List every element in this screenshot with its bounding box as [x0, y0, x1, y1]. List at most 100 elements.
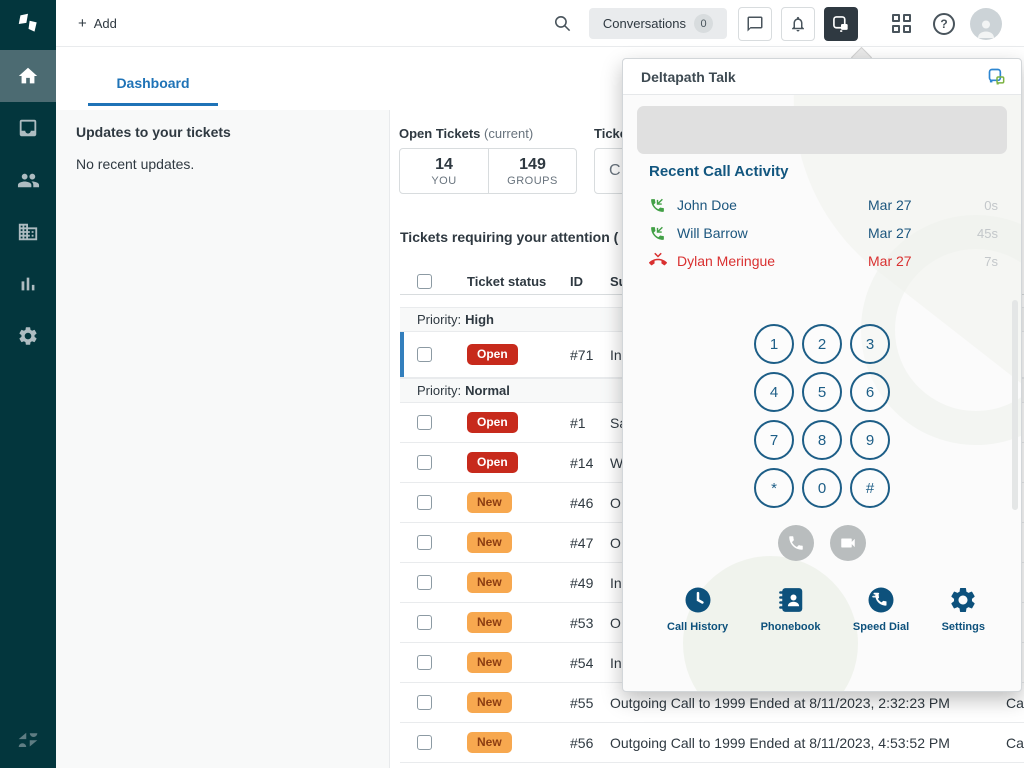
chat-button[interactable]: [738, 6, 772, 41]
row-checkbox[interactable]: [417, 347, 432, 362]
column-header-status[interactable]: Ticket status: [467, 273, 547, 289]
help-button[interactable]: ?: [927, 7, 961, 41]
tab-label: Call History: [667, 621, 729, 633]
gear-icon: [19, 327, 37, 345]
recent-call-activity-title: Recent Call Activity: [649, 163, 789, 180]
row-checkbox[interactable]: [417, 575, 432, 590]
open-tickets-groups-value: 149: [519, 155, 546, 173]
popup-title: Deltapath Talk: [641, 68, 736, 85]
open-tickets-you-label: YOU: [431, 174, 457, 187]
sidebar-item-views[interactable]: [0, 102, 56, 154]
row-checkbox[interactable]: [417, 655, 432, 670]
call-duration: 7s: [984, 253, 998, 269]
user-avatar[interactable]: [970, 7, 1002, 40]
sidebar-item-admin[interactable]: [0, 310, 56, 362]
dial-number-input[interactable]: [637, 106, 1007, 154]
open-tickets-stat: Open Tickets (current) 14 YOU 149 GROUPS: [399, 126, 577, 194]
tab-settings[interactable]: Settings: [942, 585, 985, 633]
column-header-id[interactable]: ID: [570, 273, 583, 289]
ticket-id: #1: [570, 414, 586, 431]
sidebar-item-home[interactable]: [0, 50, 56, 102]
add-button[interactable]: + Add: [68, 8, 127, 38]
call-date: Mar 27: [868, 225, 912, 241]
notifications-button[interactable]: [781, 6, 815, 41]
search-button[interactable]: [546, 7, 580, 41]
table-row[interactable]: New #56 Outgoing Call to 1999 Ended at 8…: [400, 723, 1024, 763]
dialpad-key-9[interactable]: 9: [850, 420, 890, 460]
open-tickets-you-cell[interactable]: 14 YOU: [400, 149, 488, 193]
ticket-status-badge: Open: [467, 452, 518, 473]
ticket-subject[interactable]: In: [610, 346, 622, 363]
ticket-status-badge: New: [467, 612, 512, 633]
ticket-status-badge: New: [467, 532, 512, 553]
row-checkbox[interactable]: [417, 535, 432, 550]
conversations-button[interactable]: Conversations 0: [588, 8, 727, 39]
call-date: Mar 27: [868, 253, 912, 269]
sidebar-item-reporting[interactable]: [0, 258, 56, 310]
row-checkbox[interactable]: [417, 495, 432, 510]
dialpad: 1 2 3 4 5 6 7 8 9 * 0 #: [754, 324, 890, 508]
dialpad-key-5[interactable]: 5: [802, 372, 842, 412]
deltapath-app-button[interactable]: [824, 6, 858, 41]
ticket-subject[interactable]: O: [610, 614, 621, 631]
ticket-status-badge: New: [467, 492, 512, 513]
chat-icon: [747, 16, 763, 31]
open-tickets-groups-cell[interactable]: 149 GROUPS: [488, 149, 576, 193]
tab-label: Settings: [941, 621, 985, 633]
dialpad-key-6[interactable]: 6: [850, 372, 890, 412]
dialpad-key-7[interactable]: 7: [754, 420, 794, 460]
ticket-id: #54: [570, 654, 594, 671]
deltapath-app-icon: [833, 15, 848, 32]
tab-dashboard[interactable]: Dashboard: [88, 75, 218, 106]
ticket-id: #71: [570, 346, 594, 363]
requester-fragment: Ca: [1006, 694, 1024, 711]
ticket-subject[interactable]: W: [610, 454, 624, 471]
video-call-button[interactable]: [830, 525, 866, 561]
ticket-id: #55: [570, 694, 594, 711]
dialpad-key-8[interactable]: 8: [802, 420, 842, 460]
zendesk-logo-icon: [0, 0, 56, 47]
group-prefix: Priority:: [417, 383, 462, 398]
popup-scrollbar[interactable]: [1012, 300, 1018, 510]
video-icon: [841, 538, 855, 548]
tab-call-history[interactable]: Call History: [667, 585, 728, 633]
deltapath-logo-icon: [988, 68, 1005, 84]
call-list-item[interactable]: Will Barrow Mar 27 45s: [623, 219, 1021, 247]
help-icon: ?: [933, 12, 955, 35]
top-navigation-bar: + Add Conversations 0: [56, 0, 1024, 47]
ticket-subject[interactable]: In: [610, 654, 622, 671]
row-checkbox[interactable]: [417, 695, 432, 710]
row-checkbox[interactable]: [417, 615, 432, 630]
tab-speed-dial[interactable]: Speed Dial: [853, 585, 909, 633]
requester-fragment: Ca: [1006, 734, 1024, 751]
dialpad-key-0[interactable]: 0: [802, 468, 842, 508]
row-checkbox[interactable]: [417, 415, 432, 430]
dialpad-key-pound[interactable]: #: [850, 468, 890, 508]
ticket-subject[interactable]: O: [610, 494, 621, 511]
call-received-icon: [649, 197, 669, 214]
ticket-subject[interactable]: Outgoing Call to 1999 Ended at 8/11/2023…: [610, 694, 950, 711]
dialpad-key-star[interactable]: *: [754, 468, 794, 508]
sidebar-item-customers[interactable]: [0, 154, 56, 206]
select-all-checkbox[interactable]: [417, 273, 432, 289]
apps-grid-button[interactable]: [884, 7, 918, 41]
row-checkbox[interactable]: [417, 455, 432, 470]
row-checkbox[interactable]: [417, 735, 432, 750]
updates-panel-title: Updates to your tickets: [76, 124, 231, 140]
sidebar-item-organizations[interactable]: [0, 206, 56, 258]
audio-call-button[interactable]: [778, 525, 814, 561]
ticket-subject[interactable]: Outgoing Call to 1999 Ended at 8/11/2023…: [610, 734, 950, 751]
tab-phonebook[interactable]: Phonebook: [761, 585, 820, 633]
ticket-statistics-cell-fragment: C: [609, 162, 621, 179]
ticket-subject[interactable]: In: [610, 574, 622, 591]
dialpad-key-4[interactable]: 4: [754, 372, 794, 412]
ticket-subject[interactable]: O: [610, 534, 621, 551]
caller-name: Will Barrow: [677, 225, 748, 241]
call-list-item[interactable]: John Doe Mar 27 0s: [623, 191, 1021, 219]
call-list-item[interactable]: Dylan Meringue Mar 27 7s: [623, 247, 1021, 275]
customers-icon: [17, 173, 39, 187]
dialpad-key-3[interactable]: 3: [850, 324, 890, 364]
dialpad-key-2[interactable]: 2: [802, 324, 842, 364]
dialpad-key-1[interactable]: 1: [754, 324, 794, 364]
ticket-status-badge: Open: [467, 344, 518, 365]
